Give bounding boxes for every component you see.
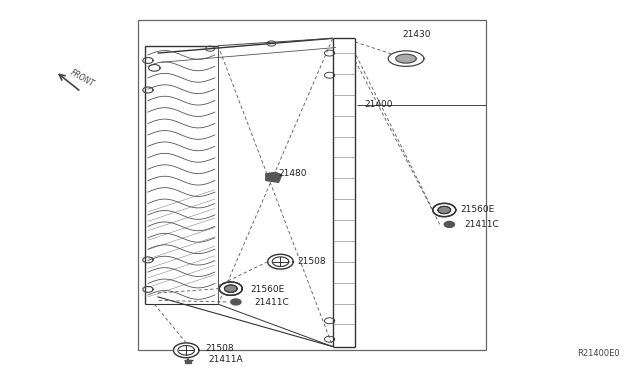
Polygon shape xyxy=(185,359,191,363)
Text: 21400: 21400 xyxy=(365,100,393,109)
Polygon shape xyxy=(231,299,241,305)
Polygon shape xyxy=(388,51,424,66)
Text: FRONT: FRONT xyxy=(68,67,95,88)
Polygon shape xyxy=(438,207,450,213)
Text: 21480: 21480 xyxy=(278,169,307,177)
Polygon shape xyxy=(225,285,237,292)
Text: 21411A: 21411A xyxy=(209,355,243,364)
Text: 21560E: 21560E xyxy=(460,205,495,215)
Polygon shape xyxy=(444,221,454,227)
Polygon shape xyxy=(268,254,293,269)
Text: 21430: 21430 xyxy=(403,30,431,39)
Text: 21411C: 21411C xyxy=(254,298,289,307)
Polygon shape xyxy=(173,343,199,358)
Polygon shape xyxy=(266,172,282,182)
Text: 21560E: 21560E xyxy=(250,285,284,294)
Polygon shape xyxy=(220,282,243,295)
Bar xyxy=(138,20,486,350)
Text: 21508: 21508 xyxy=(205,344,234,353)
Text: R21400E0: R21400E0 xyxy=(577,349,620,358)
Polygon shape xyxy=(433,203,456,217)
Polygon shape xyxy=(396,54,416,63)
Text: 21411C: 21411C xyxy=(464,220,499,229)
Text: 21508: 21508 xyxy=(298,257,326,266)
